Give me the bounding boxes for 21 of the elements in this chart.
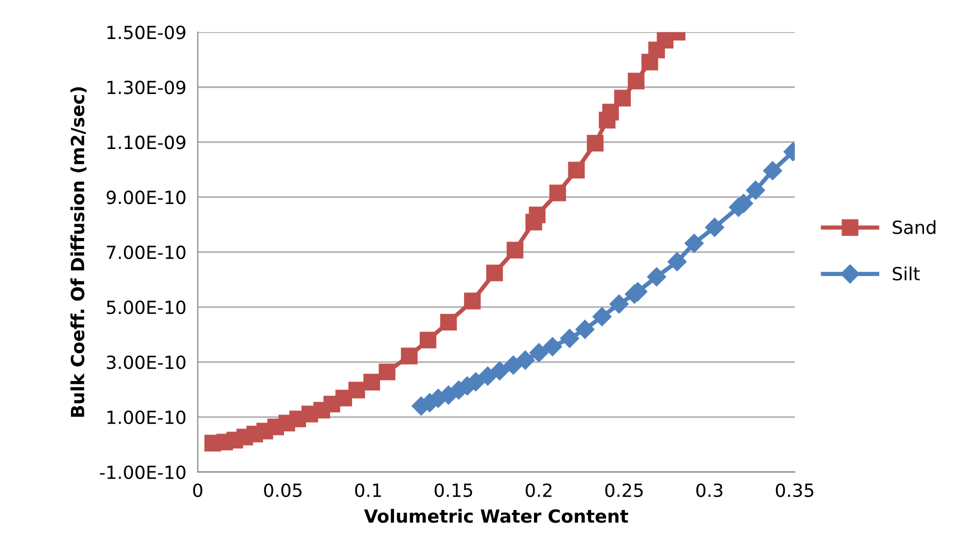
y-tick-label: 7.00E-10 [106, 246, 186, 260]
y-tick-label: 1.30E-09 [107, 80, 186, 94]
x-tick-label: 0.15 [434, 483, 472, 498]
x-tick-label: 0.2 [526, 483, 552, 498]
y-tick-label: 3.00E-10 [106, 356, 186, 370]
y-tick-label: 9.00E-10 [106, 190, 186, 204]
legend-label: Sand [892, 220, 936, 234]
x-tick-label: 0.25 [605, 483, 643, 498]
x-tick-label: 0 [193, 483, 202, 498]
x-tick-label: 0.1 [355, 483, 381, 498]
y-tick-label: 1.50E-09 [107, 26, 186, 40]
x-tick-label: 0.3 [696, 483, 722, 498]
legend-label: Silt [892, 266, 920, 280]
x-tick-label: 0.35 [776, 483, 814, 498]
y-tick-label: 1.00E-10 [107, 410, 186, 424]
y-axis-title: Bulk Coeff. Of Diffusion (m2/sec) [70, 87, 87, 417]
x-axis-title: Volumetric Water Content [364, 508, 628, 523]
y-tick-label: 1.10E-09 [107, 136, 186, 150]
y-tick-label: -1.00E-10 [100, 465, 186, 480]
y-tick-label: 5.00E-10 [106, 300, 186, 314]
x-tick-label: 0.05 [264, 483, 302, 498]
